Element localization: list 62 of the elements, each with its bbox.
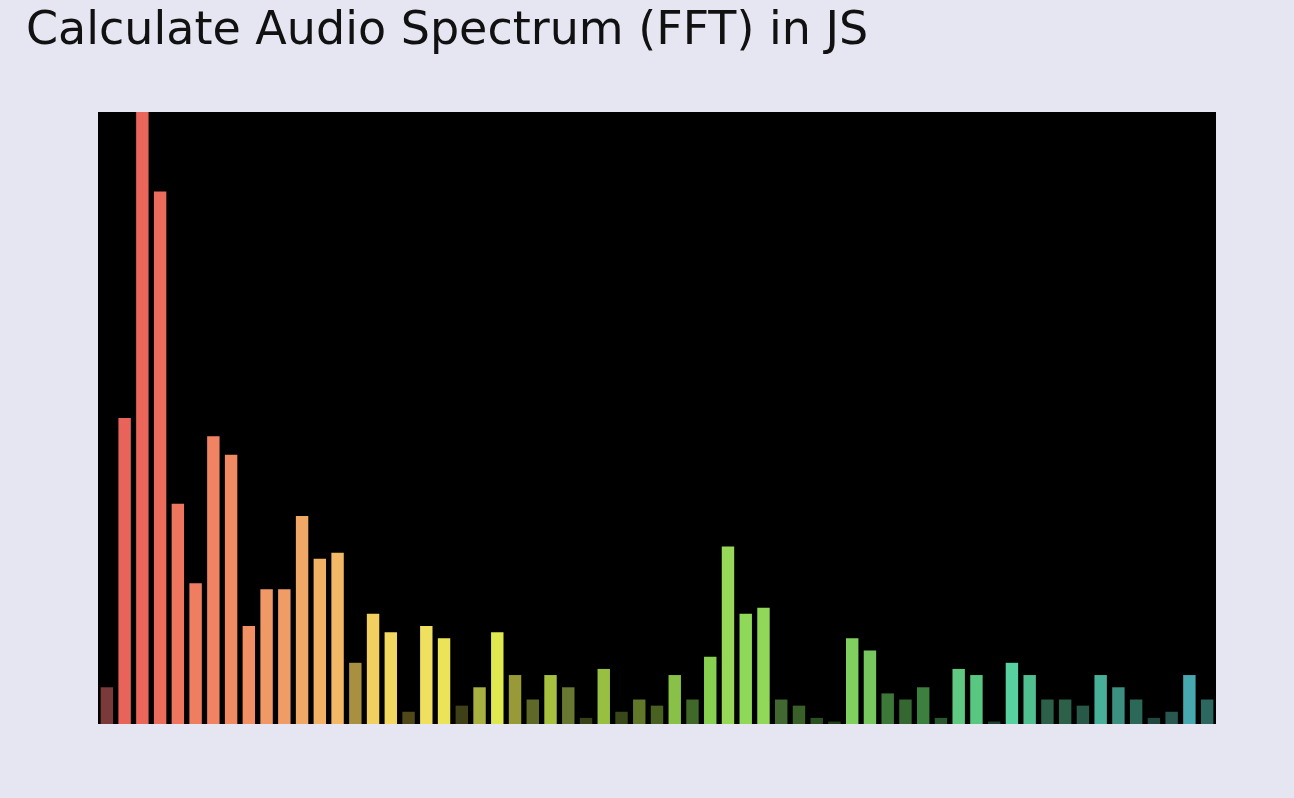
bar	[295, 515, 309, 724]
bar	[349, 662, 362, 724]
bar	[544, 675, 557, 724]
bar	[118, 418, 131, 724]
bar	[508, 675, 522, 724]
bar	[1058, 699, 1072, 724]
bar	[1041, 699, 1054, 724]
bar	[579, 717, 593, 724]
bar	[224, 454, 238, 724]
bar	[278, 589, 291, 724]
bar	[668, 675, 681, 724]
bar	[384, 632, 398, 724]
bar	[739, 613, 752, 724]
bar	[899, 699, 912, 724]
bar	[1200, 699, 1214, 724]
bar	[775, 699, 788, 724]
bar	[597, 668, 610, 724]
bar	[1147, 717, 1161, 724]
bar	[420, 626, 433, 724]
bar	[970, 675, 983, 724]
bar	[313, 558, 327, 724]
bar	[881, 693, 894, 724]
bar	[153, 191, 167, 724]
bar	[331, 552, 344, 724]
bar	[526, 699, 539, 724]
bar	[721, 546, 735, 724]
bar	[633, 699, 646, 724]
bar	[952, 668, 965, 724]
bar	[100, 687, 114, 724]
bar	[1005, 662, 1019, 724]
bar	[686, 699, 699, 724]
bar	[455, 705, 468, 724]
bar	[704, 656, 717, 724]
bar	[473, 687, 486, 724]
bar	[934, 717, 948, 724]
bar	[189, 583, 202, 724]
bar	[650, 705, 664, 724]
bar	[402, 711, 415, 724]
bar	[1129, 699, 1143, 724]
bar	[242, 626, 256, 724]
bar	[916, 687, 930, 724]
bar	[171, 503, 185, 724]
bar	[136, 112, 149, 724]
bar	[1183, 675, 1196, 724]
bar	[491, 632, 504, 724]
bar	[437, 638, 451, 724]
bar	[1076, 705, 1090, 724]
bar	[1023, 675, 1036, 724]
bar	[260, 589, 273, 724]
bar	[757, 607, 770, 724]
bar	[615, 711, 628, 724]
bar	[207, 436, 220, 724]
bar	[366, 613, 380, 724]
bar	[792, 705, 806, 724]
bar	[863, 650, 877, 724]
bar	[1165, 711, 1178, 724]
bar	[562, 687, 575, 724]
bar	[1094, 675, 1107, 724]
chart-title: Calculate Audio Spectrum (FFT) in JS	[25, 1, 869, 56]
bar	[846, 638, 859, 724]
bar	[1112, 687, 1125, 724]
bar	[810, 717, 823, 724]
